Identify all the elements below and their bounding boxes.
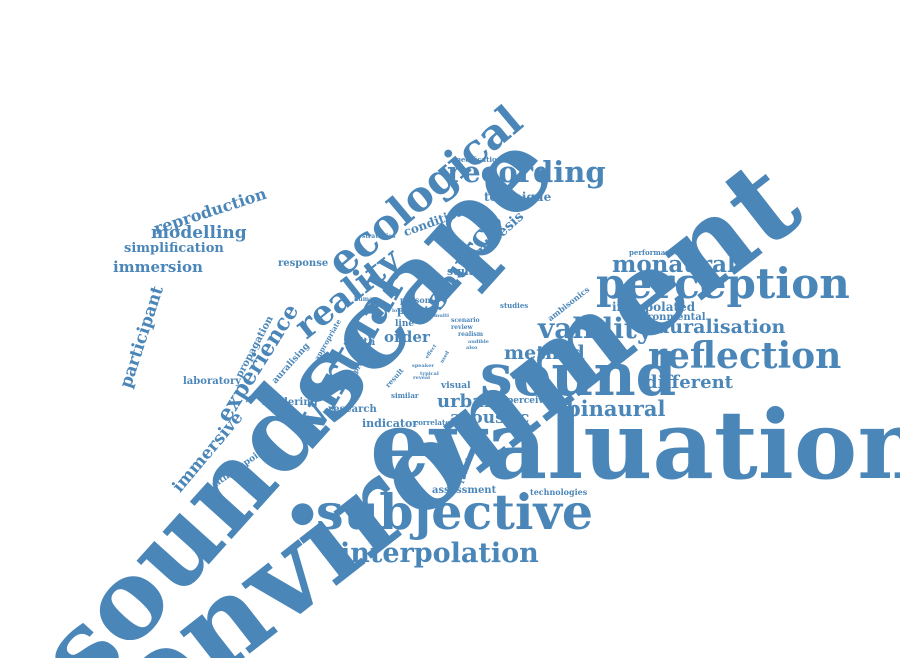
word-correlated: correlated [414, 418, 455, 427]
word-rendering: rendering [262, 397, 318, 408]
word-line: line [395, 319, 415, 329]
word-environmental: environmental [624, 312, 706, 323]
word-reveal: reveal [413, 375, 431, 381]
word-perceived: perceived [507, 396, 556, 406]
word-loud: loud [392, 308, 405, 314]
word-width: width [344, 337, 376, 348]
word-binaural: binaural [566, 396, 666, 421]
word-technologies: technologies [530, 487, 588, 497]
word-response: response [278, 258, 329, 269]
word-based: based [410, 311, 427, 317]
word-technique: technique [484, 190, 552, 204]
word-simplification: simplification [124, 241, 224, 256]
word-typical: typical [420, 371, 439, 377]
word-research: research [328, 404, 377, 415]
word-reflection: reflection [648, 335, 842, 377]
word-also: also [466, 345, 478, 351]
word-validity: validity [538, 312, 654, 345]
word-interpolation: interpolation [340, 538, 539, 569]
word-recording: recording [447, 155, 606, 189]
word-sound: sound [480, 341, 677, 409]
word-participant: participant [116, 283, 168, 391]
word-speaker: speaker [412, 363, 435, 369]
word-immersion: immersion [113, 258, 203, 276]
word-studies: studies [500, 301, 529, 310]
word-urban: urban [437, 391, 497, 412]
word-auralisation: auralisation [657, 316, 786, 338]
word-human: human [354, 296, 378, 303]
word-indicator: indicator [362, 417, 419, 430]
word-square: square [447, 265, 489, 278]
word-different: different [645, 372, 733, 393]
word-laboratory: laboratory [183, 376, 242, 387]
word-acoustic: acoustic [450, 408, 530, 428]
word-performance: performance [629, 248, 680, 257]
word-method: method [504, 342, 585, 364]
word-subjective: subjective [316, 483, 594, 541]
word-point: point [397, 304, 430, 317]
word-similar: similar [391, 391, 419, 400]
word-multi: multi [434, 313, 450, 319]
word-review: review [451, 324, 473, 331]
word-interpolated: interpolated [612, 300, 696, 314]
word-evaluation: evaluation [370, 390, 900, 501]
word-assessment: assessment [432, 485, 497, 496]
word-realism: realism [458, 331, 484, 338]
word-specification: specification [452, 155, 502, 164]
word-visual: visual [441, 381, 471, 391]
word-strategies: strategies [362, 233, 396, 240]
word-audible: audible [468, 339, 489, 345]
word-monaural: monaural [612, 251, 736, 278]
word-order: order [384, 328, 430, 346]
word-modelling: modelling [151, 223, 247, 243]
word-perception: perception [596, 259, 850, 308]
word-scenario: scenario [451, 317, 480, 324]
word-person: person [400, 295, 431, 305]
